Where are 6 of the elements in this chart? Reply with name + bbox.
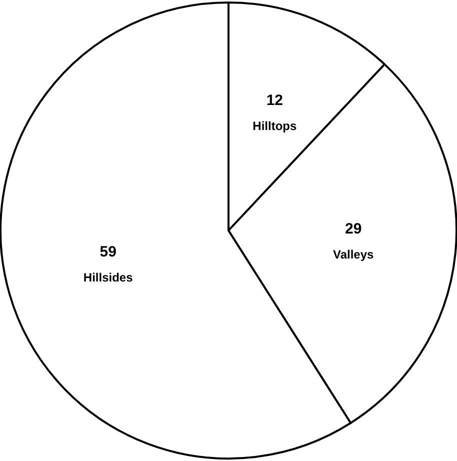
slice-label: Hillsides xyxy=(83,270,134,284)
data-label: 12 xyxy=(266,92,284,109)
data-label: 29 xyxy=(345,220,362,238)
slice-label: Hilltops xyxy=(252,118,297,133)
data-label: 59 xyxy=(100,243,116,260)
slice-label: Valleys xyxy=(332,247,374,262)
